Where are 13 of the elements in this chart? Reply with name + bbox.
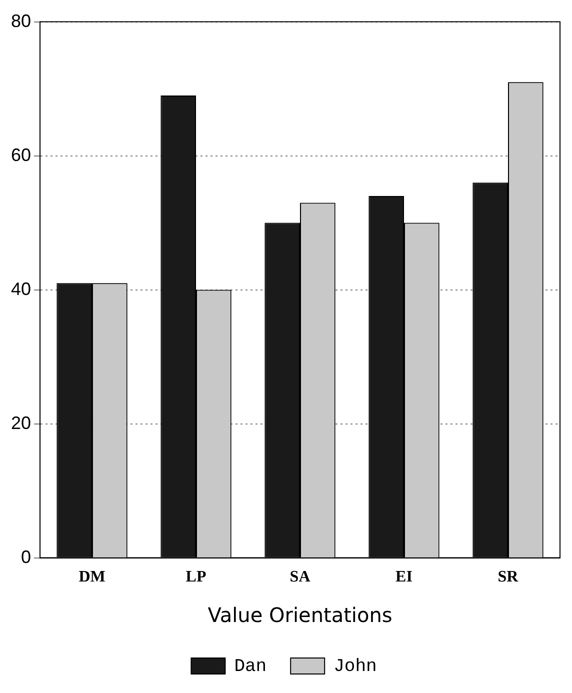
x-tick-label: EI <box>396 568 412 586</box>
y-tick-label: 40 <box>10 278 32 299</box>
x-tick-label: LP <box>186 568 206 586</box>
y-tick-label: 60 <box>10 144 32 165</box>
y-tick-label: 80 <box>10 10 32 31</box>
x-tick-label: DM <box>78 568 106 586</box>
x-tick-label: SA <box>290 568 311 586</box>
x-tick-label: SR <box>498 568 519 586</box>
legend-label: John <box>334 656 377 677</box>
x-axis-title: Value Orientations <box>208 603 392 628</box>
y-tick-label: 0 <box>21 546 32 567</box>
legend-label: Dan <box>234 656 267 677</box>
y-tick-label: 20 <box>10 412 32 433</box>
